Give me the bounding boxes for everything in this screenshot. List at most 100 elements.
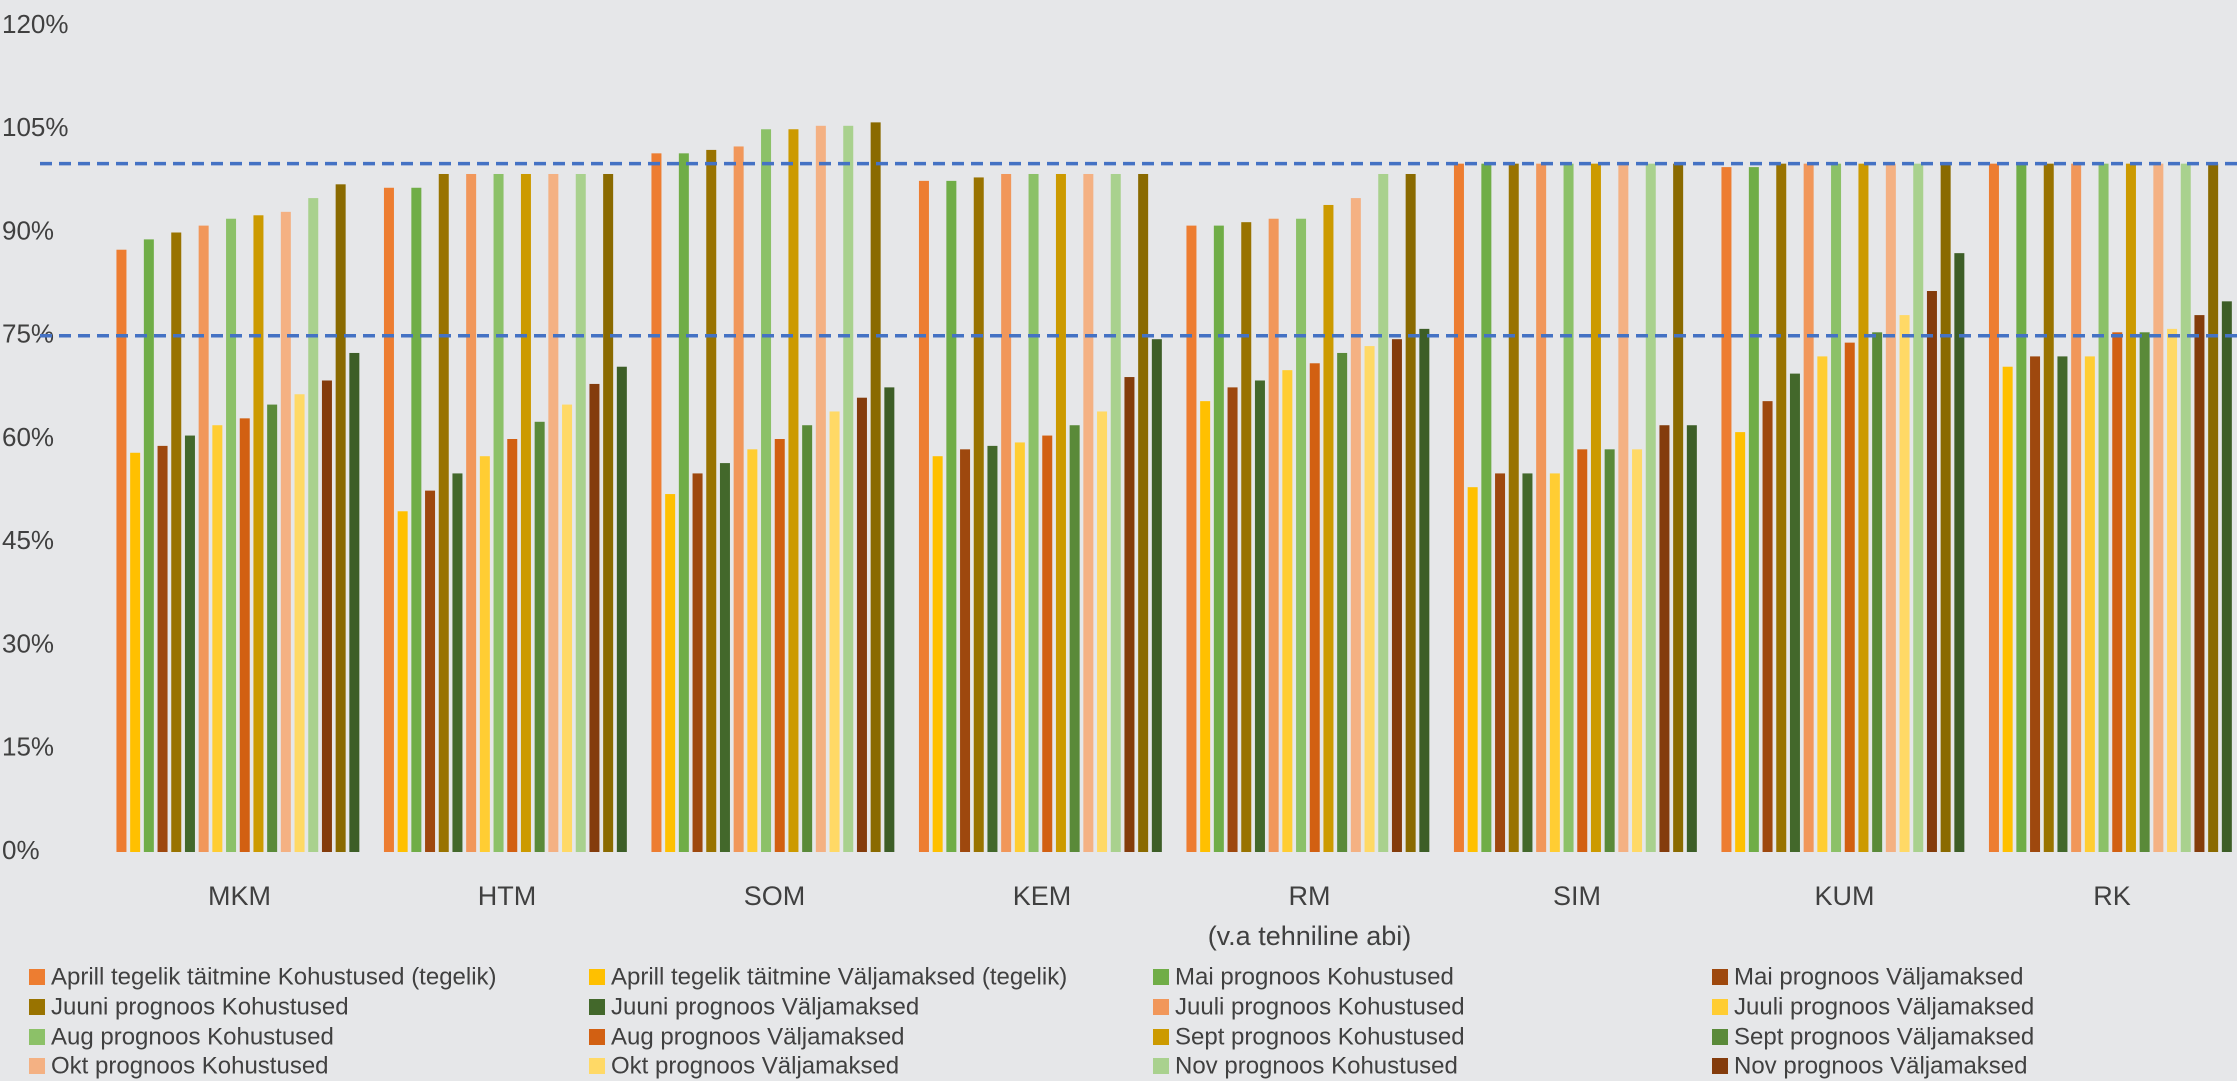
x-tick-label: RM (v.a tehniline abi) [1176,876,1443,956]
bar [1468,487,1478,852]
bar [1804,164,1814,852]
y-tick-label: 45% [2,525,54,555]
bar [398,511,408,852]
legend-label: Nov prognoos Väljamaksed [1734,1052,2028,1079]
bar [1015,442,1025,852]
bar [480,456,490,852]
bar [2167,329,2177,852]
legend-swatch [1712,1029,1728,1045]
bar [2112,332,2122,852]
bar [1406,174,1416,852]
bar [308,198,318,852]
chart: 0%15%30%45%60%75%90%105%120%Aprill tegel… [0,0,2237,1081]
y-tick-label: 15% [2,732,54,762]
legend-label: Okt prognoos Kohustused [51,1052,329,1079]
bar [960,449,970,852]
bar [589,384,599,852]
bar [1214,226,1224,852]
bar [2208,164,2218,852]
bar [349,353,359,852]
bar [1954,253,1964,852]
bar [1831,164,1841,852]
bar [843,126,853,852]
bar [1913,164,1923,852]
bar [1296,219,1306,852]
legend-label: Aug prognoos Väljamaksed [611,1023,905,1050]
x-tick-label: KUM [1711,876,1978,916]
bar [1522,473,1532,852]
legend-label: Aprill tegelik täitmine Kohustused (tege… [51,963,497,990]
bar [617,367,627,852]
bar [1687,425,1697,852]
bar [1886,164,1896,852]
bar [2030,356,2040,852]
legend-label: Sept prognoos Kohustused [1175,1023,1465,1050]
bar [1111,174,1121,852]
legend-swatch [29,1029,45,1045]
bar [1763,401,1773,852]
bar [1282,370,1292,852]
bar [1481,164,1491,852]
bar [281,212,291,852]
bar [919,181,929,852]
bar [199,226,209,852]
bar [466,174,476,852]
bar [720,463,730,852]
bar [1200,401,1210,852]
legend-label: Juuli prognoos Kohustused [1175,993,1465,1020]
bar [1351,198,1361,852]
bar [1070,425,1080,852]
bar [987,446,997,852]
bar [1618,164,1628,852]
bar [1749,167,1759,852]
bar [295,394,305,852]
bar [1550,473,1560,852]
bar [788,129,798,852]
bar [603,174,613,852]
bar [761,129,771,852]
bar [144,239,154,852]
bar [1241,222,1251,852]
bar [830,411,840,852]
bar [130,453,140,852]
legend-label: Okt prognoos Väljamaksed [611,1052,899,1079]
y-tick-label: 90% [2,215,54,245]
y-tick-label: 0% [2,835,40,865]
bar [775,439,785,852]
x-tick-label: HTM [374,876,641,916]
legend-swatch [589,999,605,1015]
bar [1419,329,1429,852]
bar [2016,164,2026,852]
bar [1591,164,1601,852]
bar [452,473,462,852]
bar [1097,411,1107,852]
legend-swatch [1153,1058,1169,1074]
bar [2222,301,2232,852]
legend-swatch [1712,999,1728,1015]
bar [548,174,558,852]
bar [2194,315,2204,852]
bar [1858,164,1868,852]
bar [2085,356,2095,852]
bar [576,174,586,852]
bar [1900,315,1910,852]
bar [1646,164,1656,852]
bar [802,425,812,852]
legend-label: Aprill tegelik täitmine Väljamaksed (teg… [611,963,1067,990]
bar [1323,205,1333,852]
bar [1659,425,1669,852]
legend-swatch [1712,969,1728,985]
y-tick-label: 105% [2,112,69,142]
legend-label: Mai prognoos Kohustused [1175,963,1454,990]
legend-label: Juuni prognoos Kohustused [51,993,349,1020]
bar [1337,353,1347,852]
bar [562,405,572,852]
bar [747,449,757,852]
bar [1721,167,1731,852]
legend-label: Juuli prognoos Väljamaksed [1734,993,2034,1020]
legend-swatch [589,969,605,985]
bar [535,422,545,852]
x-tick-label: RK [1979,876,2237,916]
bar [665,494,675,852]
x-tick-label: SOM [641,876,908,916]
